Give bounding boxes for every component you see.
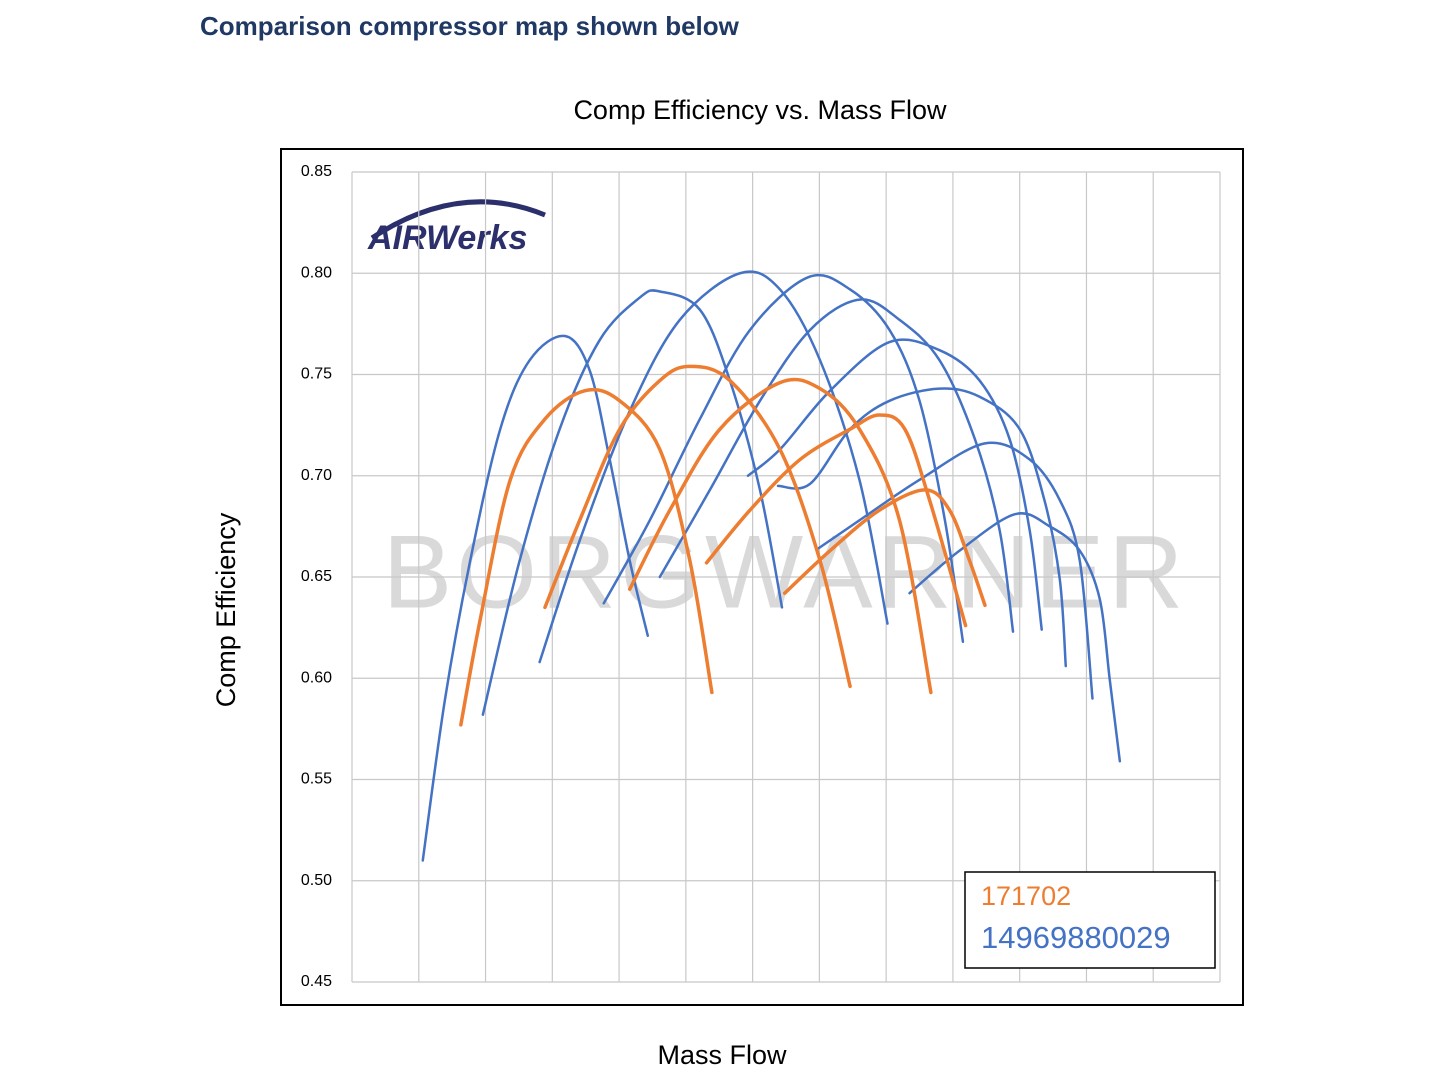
legend: 171702 14969880029: [981, 881, 1171, 955]
speed-line: [658, 298, 1015, 633]
chart-title: Comp Efficiency vs. Mass Flow: [573, 95, 947, 125]
legend-entry: 14969880029: [981, 920, 1171, 955]
grid: 0.45 0.50 0.55 0.60 0.65 0.70 0.75 0.80 0.85: [301, 163, 1221, 990]
legend-box: [964, 871, 1216, 969]
speed-line: [776, 387, 1068, 668]
plot: [421, 270, 1122, 862]
speed-line: [421, 334, 650, 862]
y-tick-label: 0.70: [301, 467, 332, 484]
speed-line: [459, 387, 714, 727]
speed-line: [816, 441, 1094, 700]
speed-line: [543, 364, 852, 689]
y-tick-label: 0.80: [301, 264, 332, 281]
header: Comparison compressor map shown below: [200, 11, 740, 41]
y-tick-label: 0.75: [301, 366, 332, 383]
y-tick-label: 0.45: [301, 973, 332, 990]
speed-line: [602, 273, 965, 644]
x-axis-label: Mass Flow: [657, 1040, 787, 1070]
speed-line: [746, 338, 1043, 631]
y-axis-label: Comp Efficiency: [211, 512, 241, 707]
speed-line: [628, 377, 933, 695]
watermark: BORGWARNER: [383, 514, 1188, 630]
y-tick-label: 0.60: [301, 669, 332, 686]
speed-line: [481, 289, 784, 716]
speed-line: [782, 488, 987, 608]
legend-entry: 171702: [981, 881, 1071, 911]
logo: AIRWerks: [367, 219, 527, 257]
y-tick-label: 0.65: [301, 568, 332, 585]
chart-frame: [280, 148, 1244, 1006]
speed-line: [538, 270, 889, 664]
y-tick-label: 0.50: [301, 872, 332, 889]
y-tick-label: 0.55: [301, 771, 332, 788]
speed-line: [704, 413, 968, 628]
logo-arc: [370, 199, 546, 241]
y-tick-label: 0.85: [301, 163, 332, 180]
